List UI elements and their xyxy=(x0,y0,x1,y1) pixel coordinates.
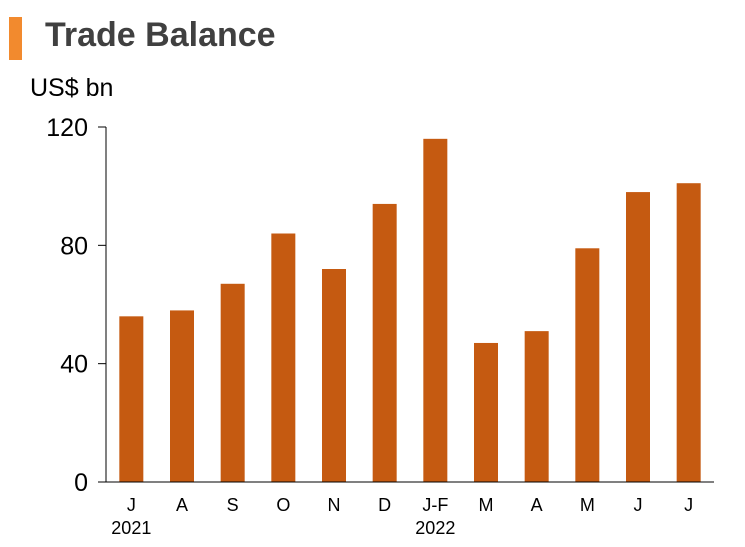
title-accent-bar xyxy=(9,17,22,60)
bar-6 xyxy=(423,138,448,482)
x-tick-label-4: N xyxy=(328,495,341,515)
year-label-2022: 2022 xyxy=(415,518,455,538)
chart-title: Trade Balance xyxy=(45,16,276,54)
bar-11 xyxy=(676,183,701,482)
x-tick-label-2: S xyxy=(227,495,239,515)
y-tick-label-1: 40 xyxy=(60,351,88,379)
x-tick-label-7: M xyxy=(479,495,494,515)
year-label-2021: 2021 xyxy=(111,518,151,538)
bar-5 xyxy=(372,203,397,483)
y-tick-label-2: 80 xyxy=(60,232,88,260)
x-tick-label-8: A xyxy=(531,495,543,515)
x-tick-label-3: O xyxy=(276,495,290,515)
bar-10 xyxy=(626,192,650,482)
y-axis-unit-label: US$ bn xyxy=(30,74,114,102)
y-tick-label-3: 120 xyxy=(46,114,88,142)
x-tick-label-5: D xyxy=(378,495,391,515)
x-tick-label-6: J-F xyxy=(422,495,448,515)
x-tick-label-11: J xyxy=(684,495,693,515)
y-tick-label-0: 0 xyxy=(74,469,88,497)
x-tick-label-9: M xyxy=(580,495,595,515)
bar-3 xyxy=(271,233,296,482)
bar-2 xyxy=(220,283,245,482)
bar-1 xyxy=(170,310,194,482)
bar-8 xyxy=(524,331,549,483)
x-tick-label-0: J xyxy=(127,495,136,515)
bar-9 xyxy=(575,248,600,482)
bar-4 xyxy=(322,269,346,482)
bar-7 xyxy=(474,342,498,482)
x-tick-label-10: J xyxy=(634,495,643,515)
x-tick-label-1: A xyxy=(176,495,188,515)
bar-0 xyxy=(119,316,144,482)
